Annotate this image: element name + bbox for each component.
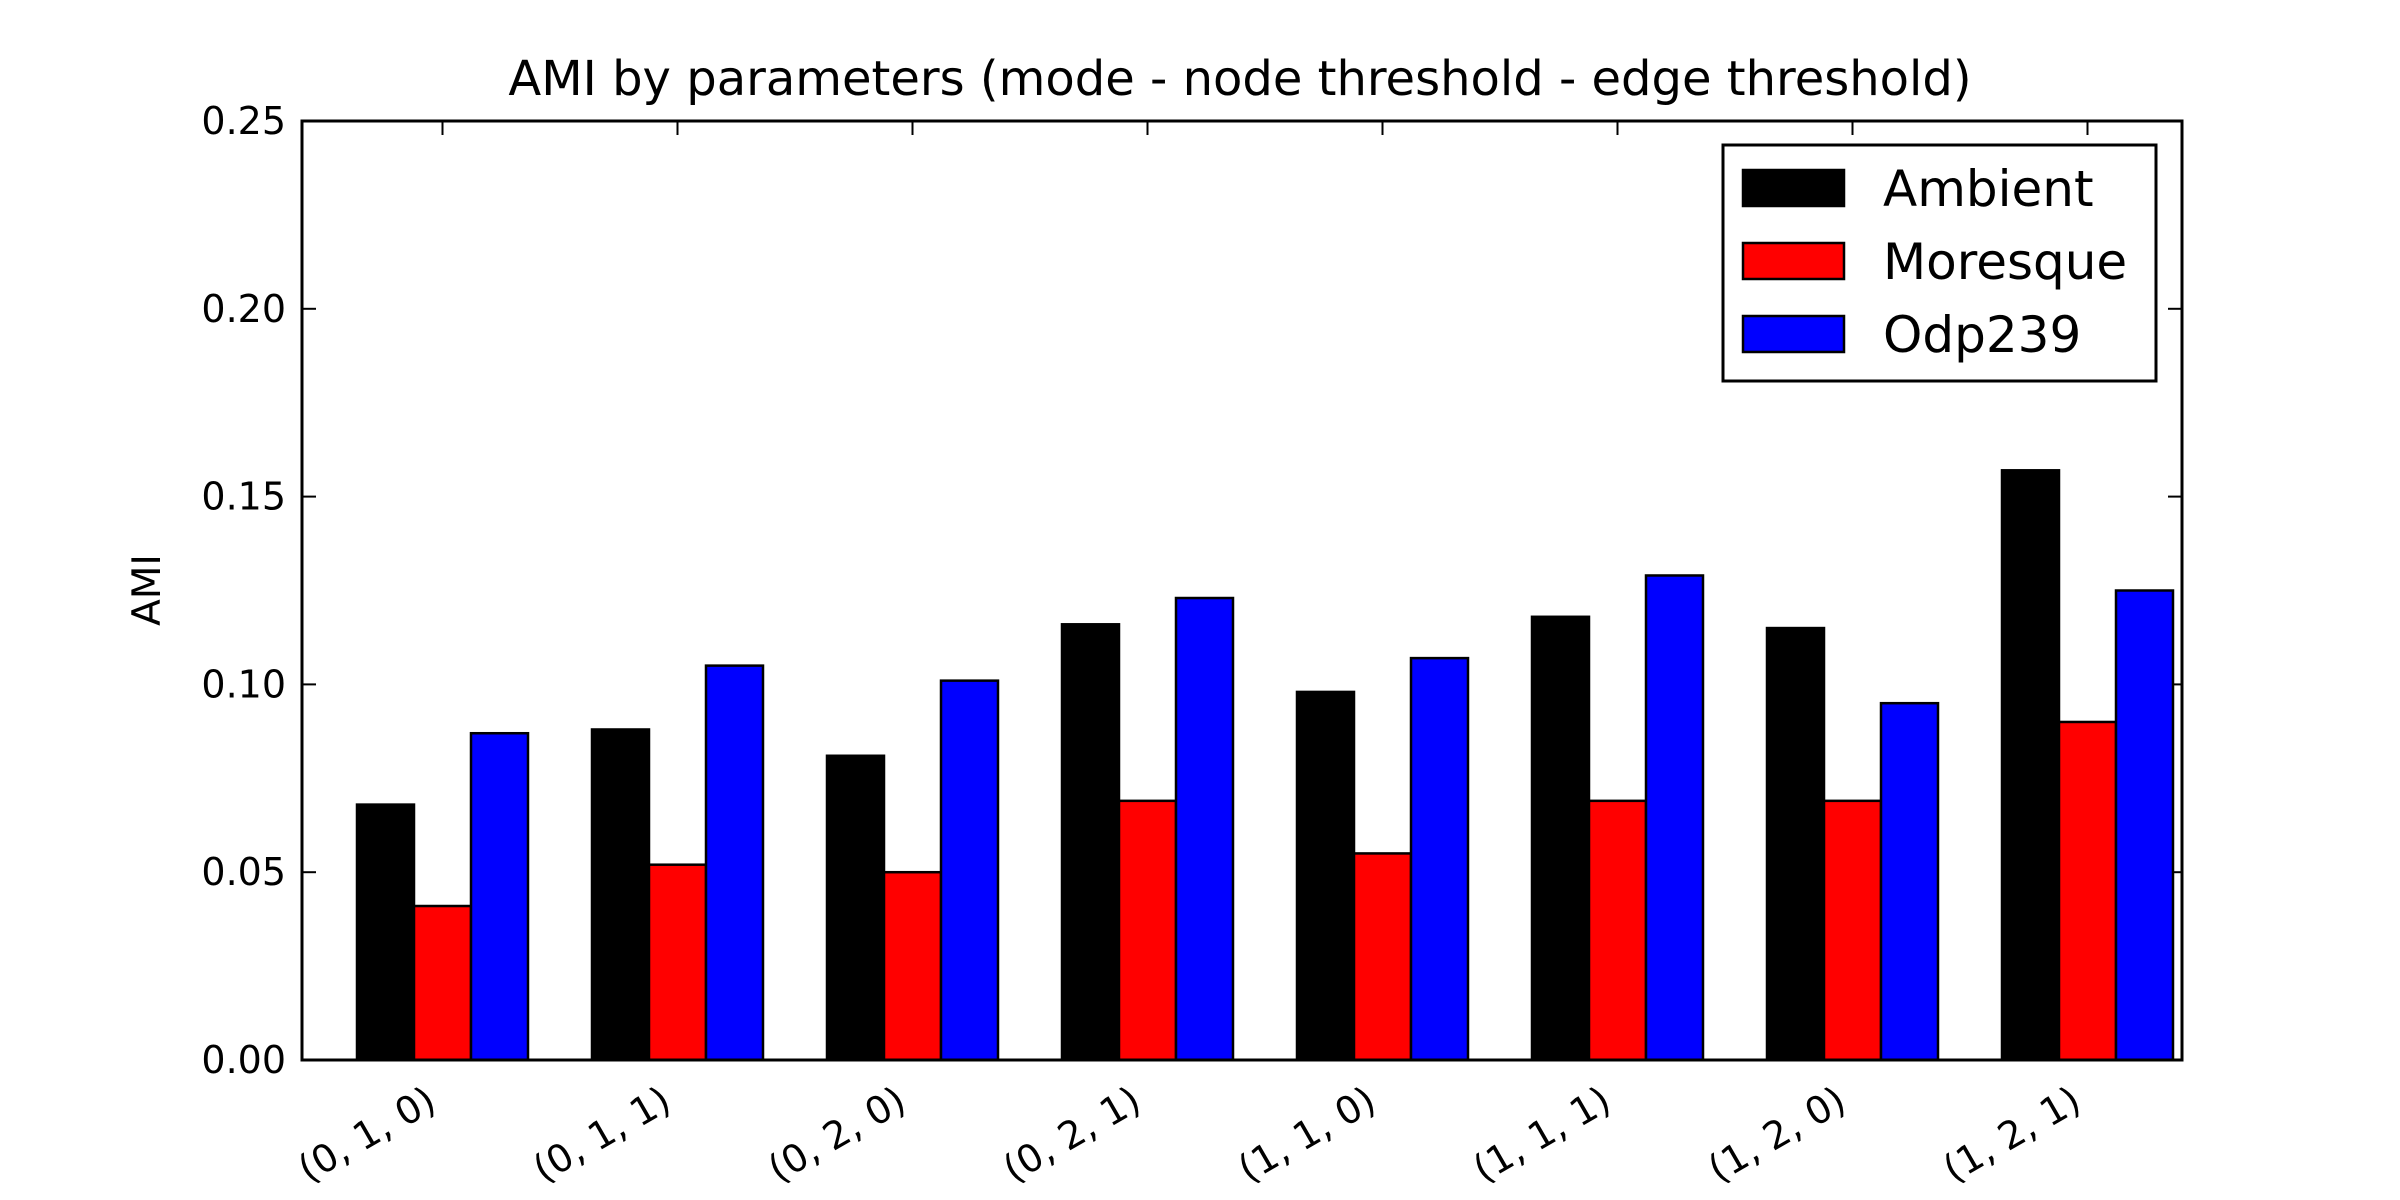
bar-ambient <box>1530 615 1591 1062</box>
y-axis-title: AMI <box>125 554 170 626</box>
bar-odp239 <box>1174 596 1235 1062</box>
y-tick-label: 0.05 <box>201 850 286 894</box>
bar-moresque <box>2057 720 2118 1062</box>
bar-moresque <box>412 904 473 1062</box>
bar-moresque <box>882 870 943 1062</box>
legend-swatch-odp239 <box>1741 314 1846 354</box>
x-tick-label: (0, 1, 0) <box>291 1078 443 1191</box>
bar-moresque <box>1822 799 1883 1062</box>
y-axis: 0.00 0.05 0.10 0.15 0.20 0.25 <box>201 99 2182 1082</box>
legend-swatch-moresque <box>1741 241 1846 281</box>
bar-ambient <box>1295 690 1356 1062</box>
bar-odp239 <box>1879 701 1940 1062</box>
bar-ambient <box>825 754 886 1062</box>
bar-ambient <box>1765 626 1826 1062</box>
bar-odp239 <box>1644 574 1705 1062</box>
bar-ambient <box>1060 623 1121 1062</box>
x-tick-label: (1, 1, 1) <box>1466 1078 1618 1191</box>
chart-title: AMI by parameters (mode - node threshold… <box>508 51 1971 107</box>
bar-moresque <box>1587 799 1648 1062</box>
x-tick-label: (0, 1, 1) <box>526 1078 678 1191</box>
bar-odp239 <box>2114 589 2175 1062</box>
bar-moresque <box>647 863 708 1062</box>
x-tick-label: (1, 2, 1) <box>1936 1078 2088 1191</box>
y-tick-label: 0.00 <box>201 1038 286 1082</box>
legend-label-moresque: Moresque <box>1883 233 2127 291</box>
bar-ambient <box>590 728 651 1062</box>
legend-label-ambient: Ambient <box>1883 160 2094 218</box>
bar-odp239 <box>1409 656 1470 1062</box>
bar-moresque <box>1352 852 1413 1062</box>
bar-odp239 <box>469 731 530 1062</box>
x-tick-label: (1, 2, 0) <box>1701 1078 1853 1191</box>
legend: Ambient Moresque Odp239 <box>1721 143 2158 383</box>
bars <box>355 469 2175 1062</box>
bar-ambient <box>2000 469 2061 1062</box>
x-tick-label: (1, 1, 0) <box>1231 1078 1383 1191</box>
legend-label-odp239: Odp239 <box>1883 306 2081 364</box>
y-tick-label: 0.10 <box>201 662 286 706</box>
x-tick-label: (0, 2, 0) <box>761 1078 913 1191</box>
bar-odp239 <box>704 664 765 1062</box>
y-tick-label: 0.15 <box>201 475 286 519</box>
bar-odp239 <box>939 679 1000 1062</box>
legend-swatch-ambient <box>1741 168 1846 208</box>
y-tick-label: 0.25 <box>201 99 286 143</box>
y-tick-label: 0.20 <box>201 287 286 331</box>
plot-frame <box>300 119 2184 1062</box>
bar-moresque <box>1117 799 1178 1062</box>
x-tick-label: (0, 2, 1) <box>996 1078 1148 1191</box>
bar-ambient <box>355 803 416 1062</box>
